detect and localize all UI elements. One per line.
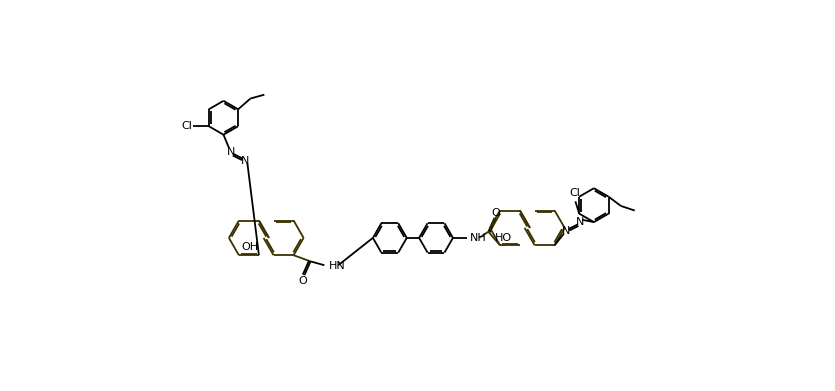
Text: N: N <box>562 226 570 236</box>
Text: N: N <box>240 156 250 166</box>
Text: O: O <box>298 276 307 286</box>
Text: O: O <box>492 208 500 218</box>
Text: N: N <box>227 147 235 157</box>
Text: NH: NH <box>470 233 487 243</box>
Text: HN: HN <box>329 261 346 271</box>
Text: OH: OH <box>241 242 258 252</box>
Text: HO: HO <box>495 233 512 242</box>
Text: Cl: Cl <box>569 188 580 198</box>
Text: N: N <box>576 217 584 227</box>
Text: Cl: Cl <box>181 121 192 131</box>
